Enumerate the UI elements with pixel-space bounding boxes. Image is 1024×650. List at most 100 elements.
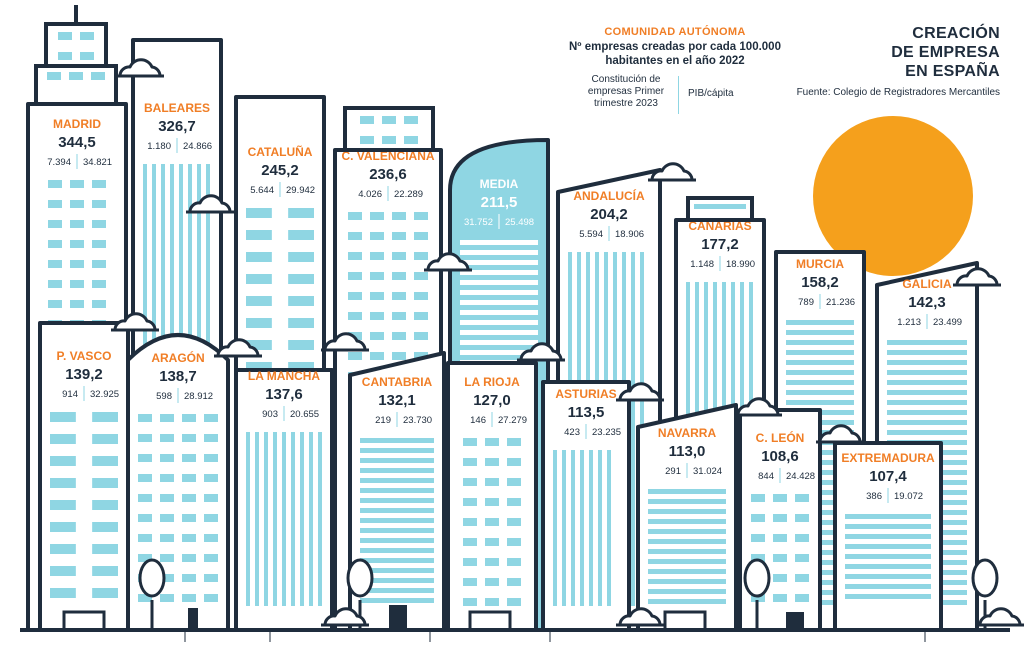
windows xyxy=(751,494,809,602)
tree xyxy=(743,558,771,630)
legend-header: COMUNIDAD AUTÓNOMA Nº empresas creadas p… xyxy=(540,26,810,68)
building-la-rioja: LA RIOJA 127,0 146 27.279 xyxy=(446,361,538,632)
value-constitucion: 31.752 xyxy=(464,217,493,228)
cloud xyxy=(186,194,234,214)
entrance xyxy=(663,610,707,632)
value-pib: 18.990 xyxy=(726,259,755,270)
cloud xyxy=(321,607,369,627)
cloud xyxy=(616,607,664,627)
value-pib: 24.428 xyxy=(786,471,815,482)
region-name: C. VALENCIANA xyxy=(341,149,434,163)
value-pib: 20.655 xyxy=(290,409,319,420)
value-empresas: 132,1 xyxy=(378,392,416,409)
building-extremadura: EXTREMADURA 107,4 386 19.072 xyxy=(833,441,943,632)
value-constitucion: 1.148 xyxy=(690,259,714,270)
value-empresas: 139,2 xyxy=(65,366,103,383)
madrid-tower-top xyxy=(34,5,118,106)
value-constitucion: 386 xyxy=(866,491,882,502)
cloud xyxy=(116,58,164,78)
value-constitucion: 598 xyxy=(156,391,172,402)
legend-left-metric: Constitución de empresas Primer trimestr… xyxy=(587,74,665,109)
source-note: Fuente: Colegio de Registradores Mercant… xyxy=(796,87,1000,98)
value-constitucion: 5.644 xyxy=(250,185,274,196)
windows xyxy=(694,204,746,209)
region-name: CANARIAS xyxy=(688,219,751,233)
value-empresas: 107,4 xyxy=(869,468,907,485)
value-pib: 18.906 xyxy=(615,229,644,240)
value-pib: 24.866 xyxy=(183,141,212,152)
windows xyxy=(463,438,521,606)
cloud xyxy=(214,338,262,358)
cloud xyxy=(648,162,696,182)
region-name: BALEARES xyxy=(144,101,210,115)
region-name: C. LEÓN xyxy=(756,430,805,445)
title-line-3: EN ESPAÑA xyxy=(905,63,1000,80)
value-constitucion: 219 xyxy=(375,415,391,426)
region-name: LA MANCHA xyxy=(248,369,321,383)
value-pib: 29.942 xyxy=(286,185,315,196)
value-empresas: 204,2 xyxy=(590,206,628,223)
building-la-mancha: LA MANCHA 137,6 903 20.655 xyxy=(234,368,334,632)
tree xyxy=(971,558,999,630)
value-pib: 22.289 xyxy=(394,189,423,200)
building-cantabria: CANTABRIA 132,1 219 23.730 xyxy=(348,351,446,632)
windows xyxy=(138,414,218,602)
region-name: ANDALUCÍA xyxy=(573,188,645,203)
building-c-le-n: C. LEÓN 108,6 844 24.428 xyxy=(738,408,822,632)
value-empresas: 113,0 xyxy=(669,443,706,460)
sun xyxy=(813,116,973,276)
legend-right-metric: PIB/cápita xyxy=(688,88,734,99)
value-constitucion: 4.026 xyxy=(358,189,382,200)
region-name: CATALUÑA xyxy=(248,144,313,159)
value-constitucion: 903 xyxy=(262,409,278,420)
value-constitucion: 7.394 xyxy=(47,157,71,168)
building-p-vasco: P. VASCO 139,2 914 32.925 xyxy=(38,321,130,632)
region-name: MEDIA xyxy=(480,177,519,191)
cloud xyxy=(976,607,1024,627)
value-pib: 27.279 xyxy=(498,415,527,426)
value-constitucion: 423 xyxy=(564,427,580,438)
cloud xyxy=(111,312,159,332)
value-empresas: 344,5 xyxy=(58,134,96,151)
value-pib: 23.499 xyxy=(933,317,962,328)
value-constitucion: 844 xyxy=(758,471,774,482)
value-empresas: 142,3 xyxy=(908,294,946,311)
windows xyxy=(47,72,105,80)
value-pib: 25.498 xyxy=(505,217,534,228)
value-empresas: 211,5 xyxy=(481,194,518,211)
title-line-1: CREACIÓN xyxy=(912,25,1000,42)
cloud xyxy=(321,332,369,352)
legend-metric: Nº empresas creadas por cada 100.000 hab… xyxy=(569,41,781,67)
windows xyxy=(845,514,931,599)
value-constitucion: 1.213 xyxy=(897,317,921,328)
building-navarra: NAVARRA 113,0 291 31.024 xyxy=(636,403,738,632)
building-asturias: ASTURIAS 113,5 423 23.235 xyxy=(541,380,631,632)
value-constitucion: 5.594 xyxy=(579,229,603,240)
windows xyxy=(246,432,322,606)
value-empresas: 138,7 xyxy=(159,368,197,385)
value-pib: 23.730 xyxy=(403,415,432,426)
windows xyxy=(553,450,611,606)
building-arag-n: ARAGÓN 138,7 598 28.912 xyxy=(126,333,230,632)
region-name: NAVARRA xyxy=(658,426,717,440)
value-empresas: 137,6 xyxy=(265,386,303,403)
value-pib: 19.072 xyxy=(894,491,923,502)
value-empresas: 326,7 xyxy=(158,118,196,135)
region-name: GALICIA xyxy=(902,277,952,291)
region-name: EXTREMADURA xyxy=(841,451,935,465)
windows xyxy=(360,438,434,603)
value-pib: 28.912 xyxy=(184,391,213,402)
cloud xyxy=(424,252,472,272)
value-empresas: 158,2 xyxy=(801,274,839,291)
region-name: MADRID xyxy=(53,117,101,131)
door xyxy=(188,608,198,628)
value-pib: 32.925 xyxy=(90,389,119,400)
valencia-top xyxy=(343,106,435,152)
region-name: ARAGÓN xyxy=(151,350,204,365)
value-constitucion: 789 xyxy=(798,297,814,308)
title-line-2: DE EMPRESA xyxy=(891,44,1000,61)
value-constitucion: 291 xyxy=(665,466,681,477)
value-constitucion: 1.180 xyxy=(147,141,171,152)
region-name: CANTABRIA xyxy=(362,375,433,389)
